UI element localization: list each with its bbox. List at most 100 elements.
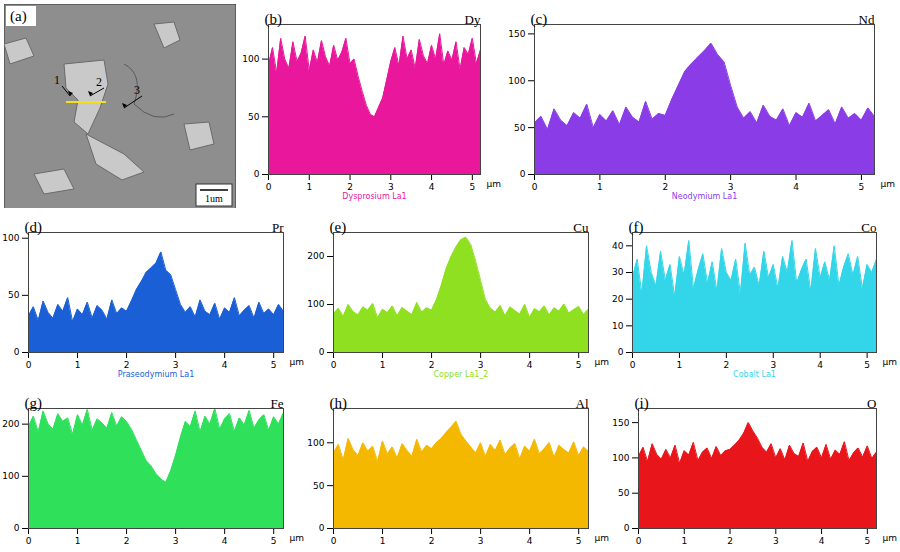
svg-text:(g): (g) xyxy=(25,395,43,412)
svg-text:50: 50 xyxy=(618,488,630,498)
svg-text:3: 3 xyxy=(770,360,776,370)
svg-text:2: 2 xyxy=(429,360,435,370)
svg-text:4: 4 xyxy=(527,360,533,370)
svg-text:Co: Co xyxy=(861,220,876,235)
svg-text:µm: µm xyxy=(883,357,898,367)
svg-text:3: 3 xyxy=(478,360,484,370)
svg-text:10: 10 xyxy=(612,321,624,331)
svg-text:1: 1 xyxy=(681,536,687,546)
svg-text:50: 50 xyxy=(8,290,20,300)
svg-text:150: 150 xyxy=(508,29,525,39)
svg-text:0: 0 xyxy=(319,347,325,357)
svg-text:1um: 1um xyxy=(205,193,223,204)
svg-text:5: 5 xyxy=(576,536,582,546)
svg-text:0: 0 xyxy=(14,347,20,357)
svg-text:1: 1 xyxy=(306,182,312,192)
svg-text:µm: µm xyxy=(881,179,896,189)
svg-text:5: 5 xyxy=(864,360,870,370)
svg-text:2: 2 xyxy=(347,182,353,192)
svg-text:100: 100 xyxy=(508,76,525,86)
svg-text:100: 100 xyxy=(2,233,19,243)
svg-text:0: 0 xyxy=(624,523,630,533)
svg-text:Pr: Pr xyxy=(272,220,284,235)
svg-text:µm: µm xyxy=(487,179,502,189)
svg-text:(b): (b) xyxy=(265,11,283,28)
svg-text:(i): (i) xyxy=(635,395,649,412)
svg-text:0: 0 xyxy=(14,523,20,533)
svg-text:3: 3 xyxy=(134,83,140,97)
svg-text:4: 4 xyxy=(222,536,228,546)
svg-text:Fe: Fe xyxy=(271,396,284,411)
svg-text:3: 3 xyxy=(773,536,779,546)
svg-text:(e): (e) xyxy=(330,219,347,236)
svg-text:5: 5 xyxy=(271,360,277,370)
svg-text:40: 40 xyxy=(612,241,624,251)
svg-text:(c): (c) xyxy=(531,11,548,28)
svg-text:4: 4 xyxy=(527,536,533,546)
svg-text:50: 50 xyxy=(514,123,526,133)
svg-text:(a): (a) xyxy=(10,8,27,25)
svg-text:200: 200 xyxy=(2,419,19,429)
svg-text:1: 1 xyxy=(380,360,386,370)
svg-text:4: 4 xyxy=(793,182,799,192)
svg-text:2: 2 xyxy=(124,536,130,546)
svg-text:2: 2 xyxy=(124,360,130,370)
svg-text:2: 2 xyxy=(723,360,729,370)
svg-text:0: 0 xyxy=(618,347,624,357)
svg-text:0: 0 xyxy=(532,182,538,192)
svg-text:0: 0 xyxy=(630,360,636,370)
svg-text:20: 20 xyxy=(612,294,624,304)
svg-text:Copper La1_2: Copper La1_2 xyxy=(434,370,489,379)
svg-text:30: 30 xyxy=(612,267,624,277)
svg-text:0: 0 xyxy=(520,169,526,179)
svg-text:(d): (d) xyxy=(25,219,43,236)
svg-text:0: 0 xyxy=(331,360,337,370)
svg-text:0: 0 xyxy=(319,523,325,533)
svg-text:4: 4 xyxy=(222,360,228,370)
svg-text:100: 100 xyxy=(307,299,324,309)
svg-text:50: 50 xyxy=(248,112,260,122)
svg-text:2: 2 xyxy=(429,536,435,546)
svg-text:5: 5 xyxy=(859,182,865,192)
svg-text:4: 4 xyxy=(819,536,825,546)
svg-text:5: 5 xyxy=(271,536,277,546)
svg-text:200: 200 xyxy=(307,251,324,261)
svg-text:Dy: Dy xyxy=(465,12,481,27)
svg-text:µm: µm xyxy=(290,357,305,367)
svg-text:3: 3 xyxy=(728,182,734,192)
svg-text:1: 1 xyxy=(677,360,683,370)
svg-text:(h): (h) xyxy=(330,395,348,412)
svg-text:5: 5 xyxy=(469,182,475,192)
svg-text:3: 3 xyxy=(388,182,394,192)
svg-text:0: 0 xyxy=(331,536,337,546)
svg-text:50: 50 xyxy=(313,481,325,491)
svg-text:3: 3 xyxy=(173,536,179,546)
svg-text:2: 2 xyxy=(727,536,733,546)
svg-text:µm: µm xyxy=(595,533,610,543)
svg-text:3: 3 xyxy=(173,360,179,370)
svg-text:4: 4 xyxy=(817,360,823,370)
svg-text:µm: µm xyxy=(290,533,305,543)
svg-text:1: 1 xyxy=(75,360,81,370)
svg-text:0: 0 xyxy=(26,360,32,370)
svg-text:0: 0 xyxy=(266,182,272,192)
svg-text:1: 1 xyxy=(54,73,60,87)
svg-text:3: 3 xyxy=(478,536,484,546)
svg-text:5: 5 xyxy=(576,360,582,370)
svg-text:0: 0 xyxy=(636,536,642,546)
svg-text:100: 100 xyxy=(242,54,259,64)
svg-text:Neodymium La1: Neodymium La1 xyxy=(672,192,737,201)
svg-text:2: 2 xyxy=(96,75,102,89)
svg-text:Nd: Nd xyxy=(859,12,875,27)
svg-text:0: 0 xyxy=(26,536,32,546)
svg-text:1: 1 xyxy=(380,536,386,546)
svg-text:5: 5 xyxy=(864,536,870,546)
svg-text:1: 1 xyxy=(75,536,81,546)
svg-text:4: 4 xyxy=(429,182,435,192)
svg-text:Cu: Cu xyxy=(573,220,589,235)
svg-text:2: 2 xyxy=(662,182,668,192)
svg-text:Al: Al xyxy=(576,396,589,411)
svg-text:(f): (f) xyxy=(629,219,644,236)
svg-text:Praseodymium La1: Praseodymium La1 xyxy=(118,370,195,379)
svg-text:100: 100 xyxy=(307,438,324,448)
